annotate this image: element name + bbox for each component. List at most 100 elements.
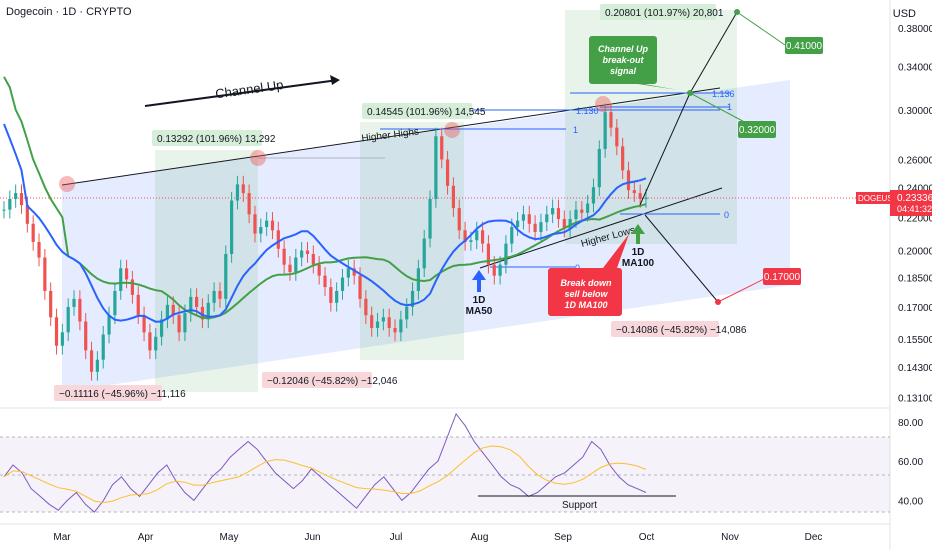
- target-label-1: 0.41000: [786, 41, 823, 52]
- candle-body: [469, 240, 473, 242]
- fib-label-a-top: 1: [573, 125, 578, 135]
- candle-body: [574, 209, 578, 220]
- fib-label-a-val: 1.130: [576, 106, 599, 116]
- target-label-3: 0.17000: [764, 272, 801, 283]
- chart-title: Dogecoin · 1D · CRYPTO: [6, 6, 132, 18]
- candle-body: [504, 243, 508, 265]
- candle-body: [632, 190, 636, 194]
- candle-body: [195, 296, 199, 307]
- target-box-3: [763, 268, 801, 285]
- candle-body: [521, 214, 526, 221]
- price-tick: 0.34000: [898, 62, 932, 73]
- candle-body: [516, 220, 520, 228]
- candle-body: [305, 250, 310, 255]
- candle-body: [78, 298, 82, 322]
- candle-body: [224, 254, 228, 299]
- time-tick: Oct: [639, 532, 655, 543]
- candle-body: [212, 290, 216, 303]
- high-marker-4: [595, 96, 611, 112]
- candle-body: [14, 193, 18, 200]
- breakout-line-3: signal: [610, 66, 637, 76]
- ma100-arrow-icon: [631, 224, 645, 244]
- candle-body: [615, 127, 619, 147]
- candle-body: [177, 315, 181, 333]
- candle-body: [551, 208, 555, 215]
- target-label-2: 0.32000: [739, 125, 776, 136]
- target-box-2: [738, 121, 776, 138]
- target-connector-2: [689, 92, 753, 127]
- time-tick: Nov: [721, 532, 739, 543]
- candle-body: [399, 319, 403, 333]
- candle-body: [171, 304, 175, 316]
- candle-body: [84, 321, 88, 351]
- candle-body: [387, 317, 391, 328]
- ma100-line: [3, 76, 647, 320]
- measure-label-1: 0.13292 (101.96%) 13,292: [157, 134, 276, 145]
- breakdown-line-2: sell below: [564, 289, 608, 299]
- candle-body: [317, 264, 321, 276]
- candle-body: [393, 327, 397, 333]
- measure-label-box-d1: [54, 385, 162, 401]
- ma50-label-line2: MA50: [466, 306, 493, 317]
- measure-label-2: 0.14545 (101.96%) 14,545: [367, 107, 486, 118]
- candle-body: [638, 193, 642, 200]
- candle-body: [300, 250, 304, 258]
- candle-body: [609, 112, 613, 128]
- ma50-arrow-icon: [472, 270, 486, 292]
- candle-body: [282, 248, 286, 265]
- candle-body: [31, 223, 35, 242]
- candle-body: [130, 279, 134, 295]
- candle-body: [119, 268, 123, 291]
- candles-layer: [2, 103, 648, 381]
- candle-body: [200, 306, 205, 320]
- candle-body: [422, 238, 426, 269]
- channel-up-label: Channel Up: [214, 77, 284, 101]
- candle-body: [19, 193, 24, 206]
- candle-body: [2, 209, 6, 211]
- candle-body: [428, 199, 432, 239]
- breakout-callout: [589, 36, 678, 90]
- time-axis[interactable]: Mar Apr May Jun Jul Aug Sep Oct Nov Dec: [53, 532, 822, 543]
- channel-up-arrow: [144, 79, 339, 107]
- candle-body: [591, 187, 596, 204]
- candle-body: [101, 334, 105, 360]
- candle-body: [43, 257, 47, 291]
- channel-top-line[interactable]: [61, 87, 721, 186]
- high-marker-3: [444, 122, 460, 138]
- candle-body: [124, 268, 129, 280]
- support-label: Support: [562, 500, 597, 511]
- breakout-point: [687, 90, 693, 96]
- candle-body: [375, 321, 380, 328]
- price-axis[interactable]: 0.38000 0.34000 0.30000 0.26000 0.24000 0.220…: [898, 24, 932, 405]
- candle-body: [405, 306, 409, 320]
- arrowhead-icon: [330, 75, 340, 85]
- candle-body: [486, 243, 491, 265]
- candle-body: [259, 227, 263, 234]
- candle-body: [568, 219, 572, 229]
- candle-body: [626, 170, 631, 191]
- candle-body: [276, 230, 280, 249]
- candle-body: [311, 254, 315, 265]
- candle-body: [241, 184, 245, 194]
- candle-body: [189, 296, 193, 314]
- candle-body: [381, 317, 385, 322]
- high-marker-1: [59, 176, 75, 192]
- rsi-axis[interactable]: 80.00 60.00 40.00: [898, 418, 923, 508]
- candle-body: [434, 136, 438, 200]
- candle-body: [621, 146, 625, 171]
- candle-body: [603, 112, 607, 149]
- channel-bottom-line[interactable]: [479, 187, 723, 269]
- price-tick: 0.26000: [898, 155, 932, 166]
- candle-body: [556, 208, 561, 220]
- candle-body: [294, 257, 298, 272]
- measure-label-box-2: [362, 103, 472, 119]
- measure-label-box-3: [600, 4, 716, 20]
- breakdown-callout: [548, 234, 629, 316]
- current-price-text: 0.23336: [897, 193, 932, 204]
- candle-body: [25, 205, 29, 224]
- price-tick: 0.14300: [898, 363, 932, 374]
- rsi-tick: 80.00: [898, 418, 923, 429]
- measure-label-d2: −0.12046 (−45.82%) −12,046: [267, 376, 398, 387]
- candle-body: [8, 199, 12, 210]
